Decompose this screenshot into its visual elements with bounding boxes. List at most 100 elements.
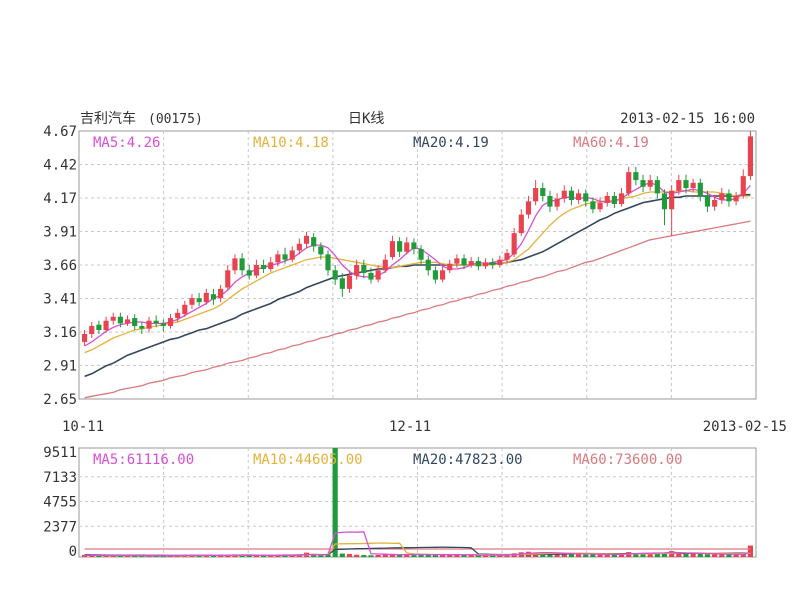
volume-bar-down (196, 555, 202, 557)
x-axis-label-end: 2013-02-15 (703, 419, 787, 435)
candle-up (576, 193, 582, 200)
candle-down (318, 246, 324, 255)
volume-bar-down (568, 554, 575, 557)
candle-down (432, 270, 438, 280)
price-y-tick-label: 3.16 (43, 325, 77, 341)
volume-bar-up (268, 555, 274, 557)
volume-y-tick-label: 0 (69, 544, 77, 560)
chart-timestamp: 2013-02-15 16:00 (620, 111, 755, 127)
volume-bar-down (132, 555, 138, 557)
volume-bar-down (697, 554, 703, 557)
volume-legend-ma20: MA20:47823.00 (413, 452, 523, 468)
price-y-tick-label: 4.17 (43, 191, 77, 207)
candle-down (633, 172, 639, 181)
candle-up (189, 298, 195, 305)
candle-down (246, 270, 252, 276)
volume-bar-down (590, 554, 596, 557)
candle-up (525, 201, 532, 215)
volume-bar-down (246, 555, 252, 557)
price-y-tick-label: 2.65 (43, 392, 77, 408)
candle-up (618, 193, 625, 204)
candle-up (669, 190, 675, 210)
volume-bar-up (110, 555, 116, 557)
volume-bar-up (482, 555, 489, 557)
candle-up (253, 265, 259, 276)
candle-down (425, 259, 431, 271)
candle-down (260, 265, 267, 269)
volume-bar-down (239, 555, 245, 557)
candle-down (239, 258, 245, 271)
volume-bar-down (282, 555, 288, 557)
volume-bar-up (733, 554, 739, 557)
price-ma-legend: MA5:4.26 MA10:4.18 MA20:4.19 MA60:4.19 (93, 135, 649, 151)
price-ma10-line (84, 190, 751, 354)
candle-up (124, 319, 131, 324)
candle-down (583, 193, 589, 202)
volume-bar-down (490, 555, 496, 557)
price-legend-ma60: MA60:4.19 (573, 135, 649, 151)
volume-bar-up (454, 554, 460, 557)
candle-down (196, 298, 202, 303)
price-ma60-line (84, 220, 751, 399)
candle-up (561, 190, 567, 199)
ma5-series-line (84, 182, 751, 347)
candle-up (382, 259, 388, 271)
candle-up (289, 250, 295, 260)
candle-up (110, 316, 116, 321)
volume-bar-up (690, 553, 696, 557)
price-y-tick-label: 3.91 (43, 225, 77, 241)
candle-up (89, 326, 95, 334)
volume-legend-ma60: MA60:73600.00 (573, 452, 683, 468)
price-ma5-line (84, 182, 751, 347)
candle-up (346, 275, 353, 289)
x-axis-label-mid: 12-11 (389, 419, 431, 435)
candle-down (611, 196, 617, 204)
volume-bar-up (597, 554, 603, 557)
volume-y-tick-label: 2377 (43, 519, 77, 535)
candle-up (676, 180, 682, 191)
price-y-tick-label: 4.67 (43, 124, 77, 140)
volume-bar-up (740, 553, 746, 557)
volume-bar-up (561, 553, 567, 557)
candle-up (439, 270, 446, 280)
volume-bar-up (618, 554, 625, 557)
price-legend-ma10: MA10:4.18 (253, 135, 329, 151)
volume-bar-down (461, 555, 467, 557)
ma20-series-line (84, 193, 751, 378)
candle-down (368, 272, 374, 280)
ma10-series-line (84, 190, 751, 354)
volume-bar-down (318, 555, 324, 557)
volume-bar-up (604, 554, 610, 557)
volume-bar-up (497, 555, 503, 557)
candle-up (733, 196, 739, 202)
candle-up (389, 241, 396, 258)
price-legend-ma5: MA5:4.26 (93, 135, 160, 151)
volume-bar-up (354, 554, 360, 557)
volume-bar-down (683, 553, 689, 557)
price-y-tick-label: 4.42 (43, 158, 77, 174)
volume-ma5-line (84, 531, 751, 557)
price-y-tick-label: 3.41 (43, 292, 77, 308)
candle-down (411, 242, 417, 250)
candle-down (397, 241, 403, 252)
candle-up (454, 258, 460, 264)
candle-down (339, 278, 345, 289)
volume-bar-down (425, 554, 431, 557)
candle-up (447, 263, 453, 271)
date-x-axis: 10-11 12-11 2013-02-15 (62, 419, 787, 435)
volume-ma-lines (84, 531, 751, 557)
candle-down (361, 265, 367, 273)
candle-up (504, 253, 510, 260)
candle-down (210, 294, 217, 300)
candle-up (225, 270, 231, 288)
volume-bar-down (547, 554, 553, 557)
volume-bar-up (468, 555, 474, 557)
price-y-axis: 4.67 4.42 4.17 3.91 3.66 3.41 3.16 2.91 2.65 (43, 124, 77, 408)
candle-up (597, 202, 603, 210)
volume-bar-up (146, 555, 152, 557)
volume-bar-down (117, 555, 123, 557)
volume-bar-down (368, 555, 374, 557)
volume-bar-down (654, 553, 660, 557)
volume-bar-down (153, 555, 159, 557)
